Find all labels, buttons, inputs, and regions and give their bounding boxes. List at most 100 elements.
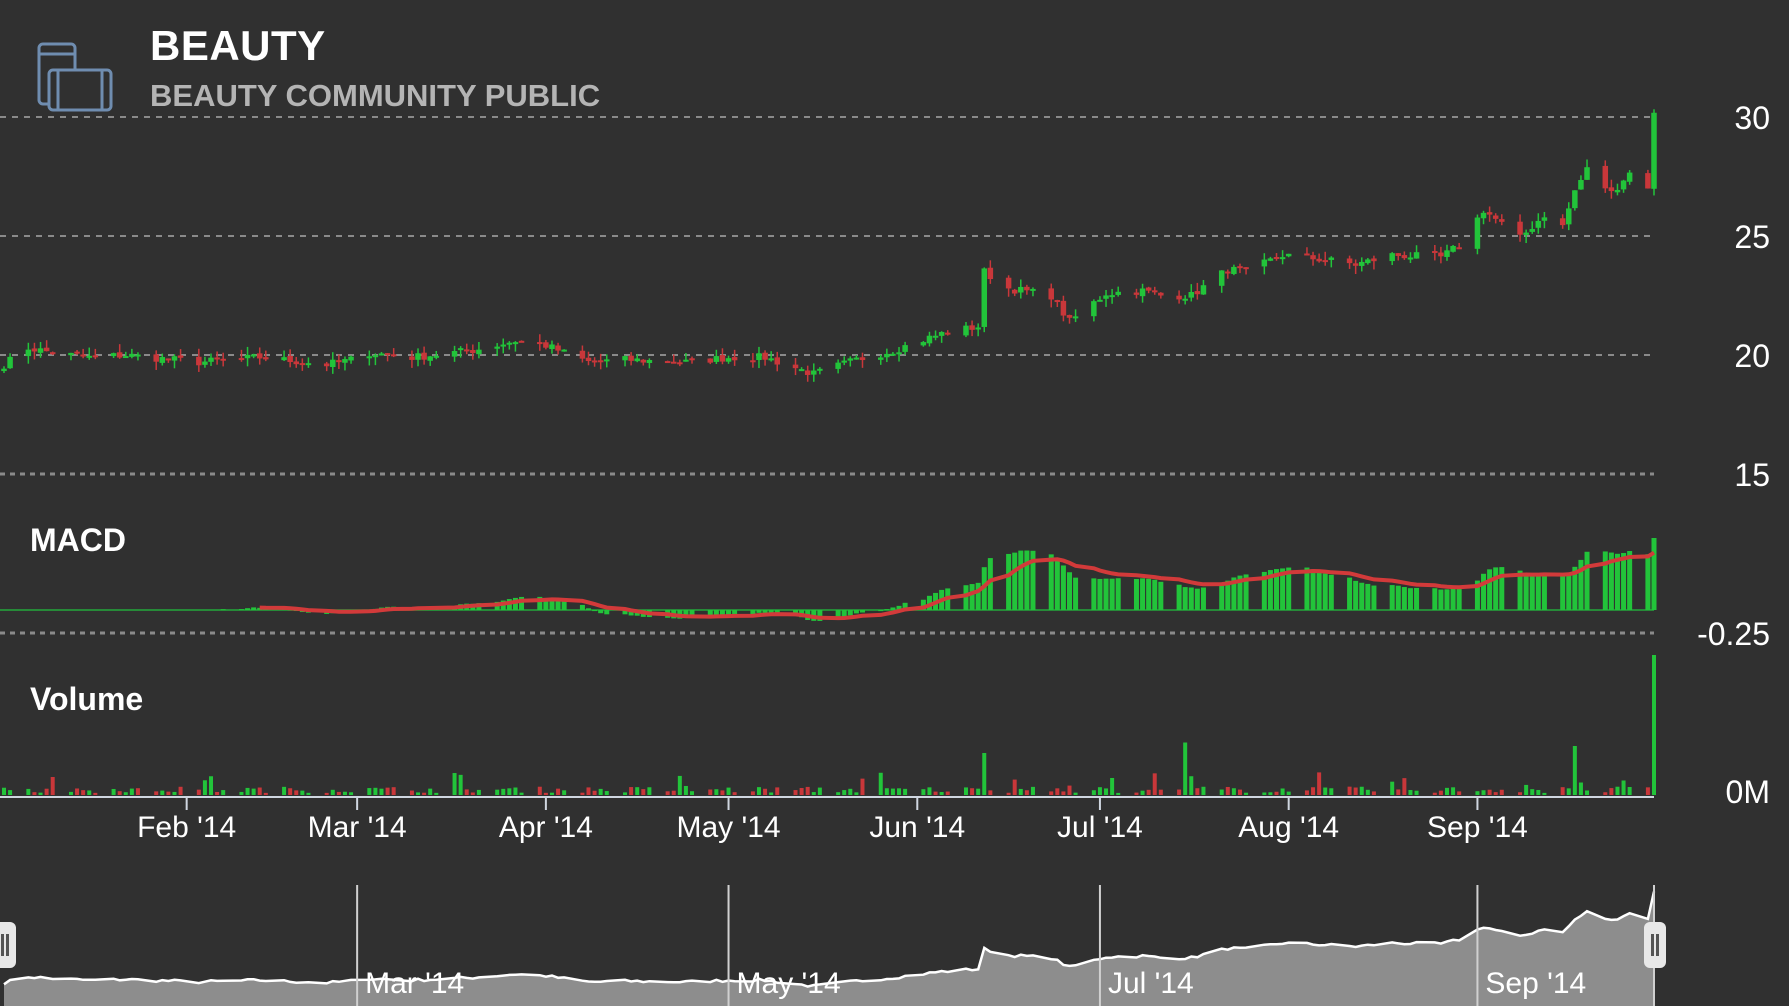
candle-body bbox=[1200, 285, 1207, 295]
navigator[interactable]: Mar '14 May '14 Jul '14 Sep '14 bbox=[3, 885, 1656, 1006]
navigator-left-handle[interactable] bbox=[0, 922, 16, 968]
macd-bar bbox=[245, 608, 251, 610]
macd-bar bbox=[1115, 578, 1121, 610]
volume-bar bbox=[623, 792, 628, 795]
volume-bar bbox=[878, 772, 883, 795]
candle-body bbox=[938, 332, 945, 336]
volume-bar bbox=[464, 789, 469, 795]
volume-bar bbox=[945, 791, 950, 795]
volume-bar bbox=[842, 790, 847, 795]
candle-body bbox=[342, 359, 348, 363]
x-tick-label: Apr '14 bbox=[499, 811, 593, 844]
macd-bar bbox=[1584, 551, 1590, 610]
navigator-right-handle[interactable] bbox=[1644, 922, 1666, 968]
macd-bar bbox=[1578, 559, 1584, 610]
macd-bar bbox=[220, 609, 226, 611]
volume-bar bbox=[897, 788, 902, 795]
candle-body bbox=[1103, 295, 1109, 299]
volume-bar bbox=[1067, 785, 1072, 795]
candle-body bbox=[123, 356, 129, 359]
volume-bar bbox=[592, 790, 597, 795]
macd-bar bbox=[975, 582, 981, 610]
macd-bar bbox=[1566, 572, 1572, 610]
candle-body bbox=[299, 363, 306, 366]
candle-body bbox=[1328, 257, 1335, 260]
volume-bar bbox=[1402, 778, 1407, 795]
candle-body bbox=[153, 354, 159, 362]
candle-body bbox=[390, 354, 397, 357]
candle-body bbox=[1091, 301, 1097, 317]
macd-bar bbox=[768, 610, 774, 613]
volume-bar bbox=[300, 790, 305, 795]
candle-body bbox=[293, 361, 300, 365]
volume-bar bbox=[763, 788, 768, 795]
volume-bar bbox=[93, 792, 98, 795]
volume-bar bbox=[884, 788, 889, 795]
macd-bar bbox=[1194, 588, 1200, 610]
candle-body bbox=[384, 353, 391, 356]
volume-bar bbox=[1530, 789, 1535, 795]
volume-bar bbox=[756, 787, 761, 795]
volume-bar bbox=[860, 778, 865, 795]
volume-bar bbox=[1572, 746, 1577, 795]
volume-bar bbox=[1104, 788, 1109, 795]
volume-bar bbox=[1146, 789, 1151, 795]
candle-body bbox=[1438, 252, 1444, 257]
macd-bar bbox=[884, 609, 890, 611]
volume-bar bbox=[927, 787, 932, 795]
volume-bar bbox=[1408, 790, 1413, 795]
candle-body bbox=[1188, 292, 1195, 298]
candle-body bbox=[762, 352, 768, 360]
volume-bar bbox=[294, 790, 299, 795]
candle-body bbox=[1529, 229, 1535, 232]
candle-body bbox=[884, 353, 890, 358]
macd-bar bbox=[1651, 538, 1657, 610]
candle-body bbox=[1358, 261, 1365, 266]
macd-bar bbox=[1280, 568, 1286, 610]
candle-body bbox=[494, 346, 500, 349]
macd-bar bbox=[579, 604, 585, 610]
candle-body bbox=[463, 349, 470, 352]
price-tick-label: 15 bbox=[1734, 457, 1770, 493]
volume-bar bbox=[1110, 777, 1115, 795]
volume-bar bbox=[890, 788, 895, 795]
candle-body bbox=[214, 357, 220, 360]
candle-body bbox=[963, 325, 969, 336]
macd-bar bbox=[598, 610, 604, 614]
macd-bar bbox=[1608, 552, 1614, 610]
volume-bar bbox=[251, 788, 256, 795]
candle-body bbox=[591, 360, 598, 363]
macd-bar bbox=[841, 610, 847, 618]
candle-body bbox=[1352, 263, 1359, 266]
volume-bar bbox=[349, 792, 354, 795]
volume-bar bbox=[68, 791, 73, 795]
volume-bar bbox=[1201, 786, 1206, 795]
candle-body bbox=[135, 354, 141, 357]
volume-bar bbox=[775, 787, 780, 795]
volume-bar bbox=[458, 774, 463, 795]
volume-bar bbox=[75, 788, 80, 795]
candle-body bbox=[1450, 246, 1456, 252]
candle-body bbox=[1474, 217, 1481, 249]
candle-body bbox=[987, 267, 994, 280]
macd-bar bbox=[896, 605, 902, 610]
volume-panel-title: Volume bbox=[30, 681, 143, 717]
candle-body bbox=[944, 332, 951, 335]
candle-body bbox=[859, 357, 866, 361]
volume-bar bbox=[1116, 792, 1121, 795]
volume-bar bbox=[1177, 789, 1182, 795]
volume-bar bbox=[1097, 787, 1102, 795]
candle-body bbox=[725, 358, 732, 362]
candle-body bbox=[427, 356, 433, 361]
navigator-line bbox=[3, 891, 1656, 988]
macd-bar bbox=[1182, 587, 1188, 610]
volume-bar bbox=[1061, 791, 1066, 795]
macd-tick-label: -0.25 bbox=[1697, 616, 1770, 652]
macd-bar bbox=[689, 610, 695, 618]
candle-body bbox=[451, 351, 458, 357]
candle-body bbox=[1413, 252, 1420, 259]
macd-bar bbox=[628, 610, 634, 616]
volume-bar bbox=[1311, 787, 1316, 795]
candle-body bbox=[604, 359, 610, 362]
